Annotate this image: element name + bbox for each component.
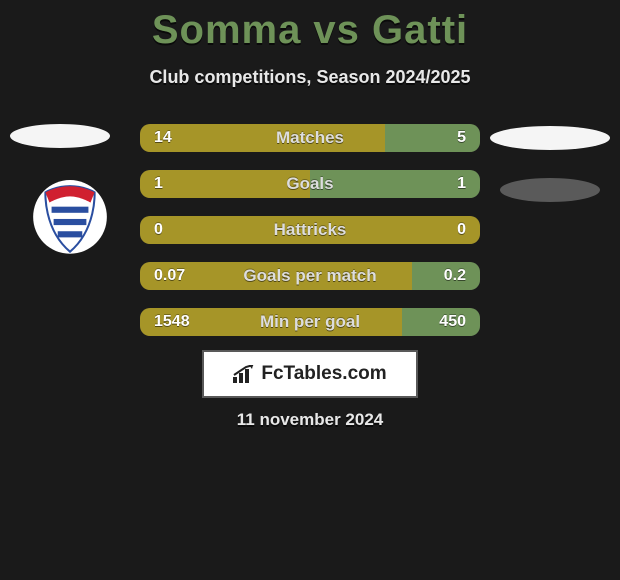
subtitle: Club competitions, Season 2024/2025 (0, 67, 620, 88)
stat-row: Hattricks0 0 (140, 216, 480, 244)
stat-value-right: 450 (439, 308, 466, 336)
stat-row: Goals1 1 (140, 170, 480, 198)
stat-value-left: 1548 (154, 308, 190, 336)
stat-label: Min per goal (140, 308, 480, 336)
stat-value-left: 14 (154, 124, 172, 152)
page-title: Somma vs Gatti (0, 0, 620, 53)
brand-text: FcTables.com (261, 363, 386, 385)
stat-value-left: 1 (154, 170, 163, 198)
club-shield (28, 178, 112, 264)
stat-value-right: 1 (457, 170, 466, 198)
stat-label: Goals per match (140, 262, 480, 290)
brand-label: FcTables.com (233, 363, 386, 385)
brand-box[interactable]: FcTables.com (202, 350, 418, 398)
stat-label: Hattricks (140, 216, 480, 244)
stat-value-right: 5 (457, 124, 466, 152)
chart-icon (233, 365, 255, 383)
badge-top-left (10, 124, 110, 148)
stat-row: Goals per match0.07 0.2 (140, 262, 480, 290)
stat-row: Min per goal1548 450 (140, 308, 480, 336)
stat-label: Goals (140, 170, 480, 198)
badge-top-right (490, 126, 610, 150)
stat-label: Matches (140, 124, 480, 152)
stat-value-right: 0 (457, 216, 466, 244)
badge-mid-right (500, 178, 600, 202)
stat-value-left: 0 (154, 216, 163, 244)
stats-container: Matches14 5 Goals1 1 Hattricks0 0 Goals per ma… (140, 124, 480, 354)
stat-value-right: 0.2 (444, 262, 466, 290)
stat-row: Matches14 5 (140, 124, 480, 152)
stat-value-left: 0.07 (154, 262, 185, 290)
date-label: 11 november 2024 (0, 410, 620, 430)
